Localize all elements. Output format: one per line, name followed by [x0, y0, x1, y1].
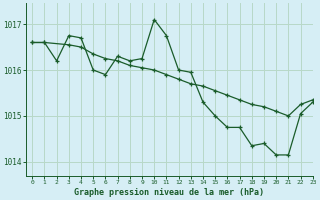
X-axis label: Graphe pression niveau de la mer (hPa): Graphe pression niveau de la mer (hPa) [75, 188, 264, 197]
